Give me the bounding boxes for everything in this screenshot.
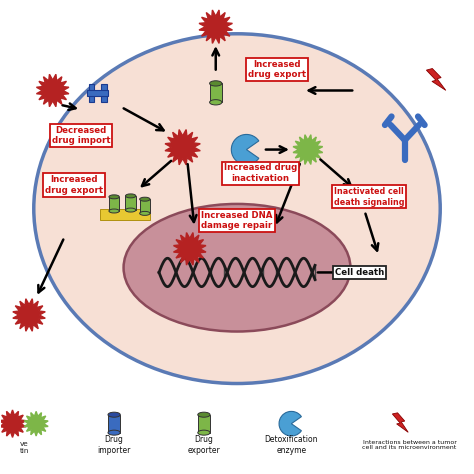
Polygon shape bbox=[36, 74, 69, 107]
Polygon shape bbox=[87, 90, 108, 96]
Polygon shape bbox=[101, 84, 107, 102]
Polygon shape bbox=[392, 413, 408, 432]
Ellipse shape bbox=[126, 208, 136, 212]
Polygon shape bbox=[100, 209, 150, 220]
Polygon shape bbox=[13, 299, 46, 331]
Ellipse shape bbox=[124, 204, 350, 331]
Text: Increased DNA
damage repair: Increased DNA damage repair bbox=[201, 211, 273, 230]
Polygon shape bbox=[198, 415, 210, 433]
Text: Drug
exporter: Drug exporter bbox=[188, 435, 220, 455]
Polygon shape bbox=[293, 135, 323, 164]
Polygon shape bbox=[140, 199, 150, 213]
Wedge shape bbox=[279, 411, 301, 436]
Polygon shape bbox=[427, 69, 446, 91]
Polygon shape bbox=[109, 197, 119, 211]
Polygon shape bbox=[89, 84, 94, 102]
Text: Detoxification
enzyme: Detoxification enzyme bbox=[264, 435, 318, 455]
Ellipse shape bbox=[210, 81, 222, 86]
Text: Increased
drug export: Increased drug export bbox=[248, 60, 306, 79]
Ellipse shape bbox=[108, 412, 120, 417]
Ellipse shape bbox=[198, 412, 210, 417]
Polygon shape bbox=[199, 10, 232, 44]
Ellipse shape bbox=[109, 209, 119, 213]
Polygon shape bbox=[165, 129, 200, 165]
Text: ve
tin: ve tin bbox=[19, 441, 29, 454]
Ellipse shape bbox=[109, 195, 119, 199]
Text: Inactivated cell
death signaling: Inactivated cell death signaling bbox=[334, 187, 405, 207]
Polygon shape bbox=[0, 410, 26, 438]
Ellipse shape bbox=[140, 197, 150, 201]
Polygon shape bbox=[108, 415, 120, 433]
Text: Cell death: Cell death bbox=[335, 268, 384, 277]
Ellipse shape bbox=[210, 100, 222, 105]
Polygon shape bbox=[173, 233, 206, 265]
Wedge shape bbox=[231, 135, 259, 164]
Polygon shape bbox=[126, 196, 136, 210]
Text: Drug
importer: Drug importer bbox=[98, 435, 131, 455]
Ellipse shape bbox=[34, 34, 440, 383]
Text: Decreased
drug import: Decreased drug import bbox=[52, 126, 110, 145]
Polygon shape bbox=[24, 411, 48, 436]
Text: Increased drug
inactivation: Increased drug inactivation bbox=[224, 164, 297, 183]
Ellipse shape bbox=[198, 430, 210, 435]
Ellipse shape bbox=[126, 194, 136, 198]
Ellipse shape bbox=[108, 430, 120, 435]
Polygon shape bbox=[210, 83, 222, 102]
Text: Increased
drug export: Increased drug export bbox=[45, 175, 103, 195]
Ellipse shape bbox=[140, 211, 150, 215]
Text: Interactions between a tumor
cell and its microenvironment: Interactions between a tumor cell and it… bbox=[363, 439, 456, 450]
